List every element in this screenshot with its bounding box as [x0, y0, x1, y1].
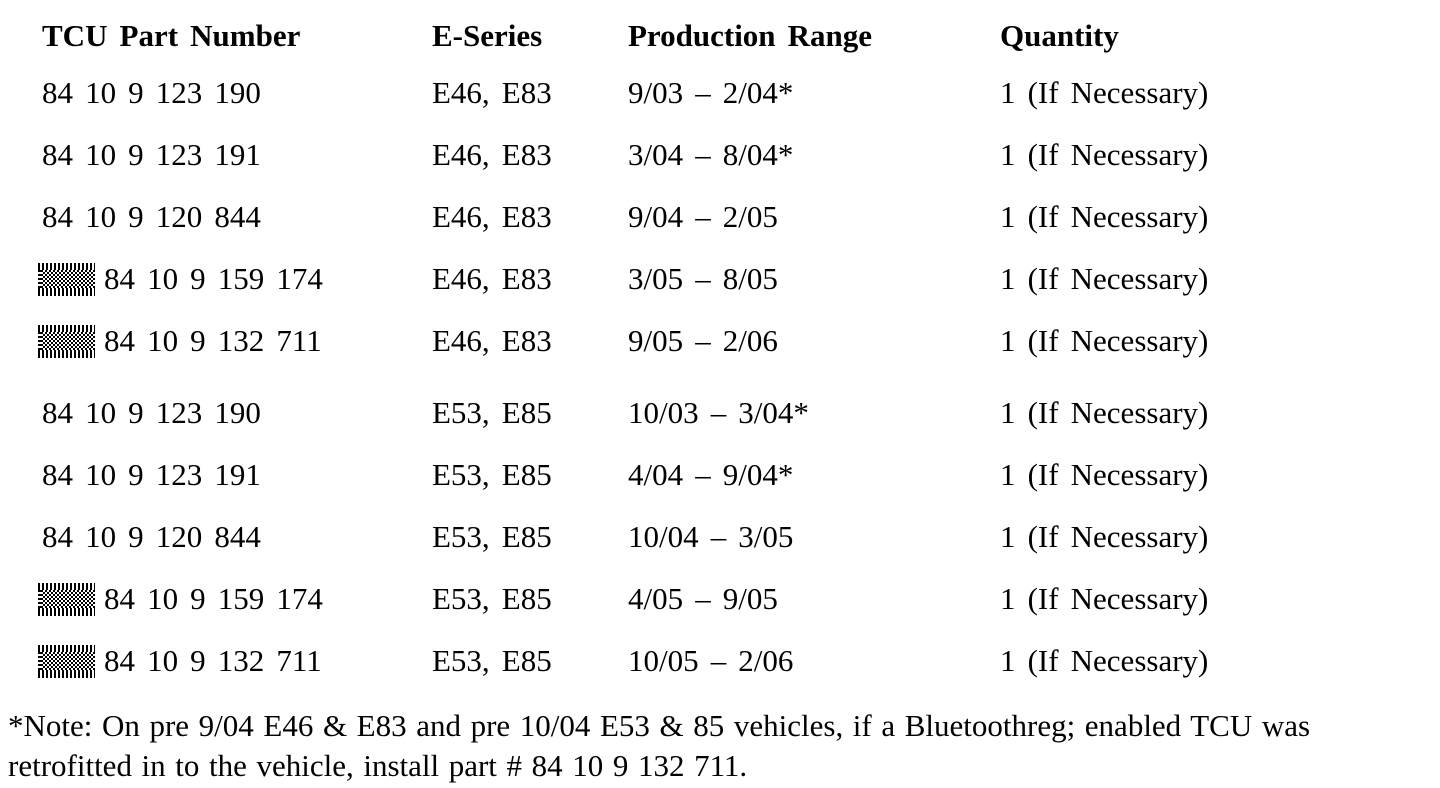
e-series-cell: E46, E83 [432, 323, 552, 358]
e-series-cell: E46, E83 [432, 261, 552, 296]
e-series-cell: E53, E85 [432, 581, 552, 616]
table-row: 84 10 9 123 190 E53, E85 10/03 – 3/04* 1… [0, 382, 1440, 444]
part-number-cell: 84 10 9 120 844 [42, 199, 432, 235]
quantity-cell: 1 (If Necessary) [1000, 457, 1209, 492]
highlight-marker-icon [38, 582, 95, 616]
table-row: 84 10 9 159 174 E53, E85 4/05 – 9/05 1 (… [0, 568, 1440, 630]
part-number-cell: 84 10 9 123 190 [42, 395, 432, 431]
production-range-cell: 9/04 – 2/05 [628, 199, 778, 234]
table-row: 84 10 9 123 191 E53, E85 4/04 – 9/04* 1 … [0, 444, 1440, 506]
table-body: 84 10 9 123 190 E46, E83 9/03 – 2/04* 1 … [0, 62, 1440, 692]
quantity-cell: 1 (If Necessary) [1000, 395, 1209, 430]
part-number: 84 10 9 159 174 [104, 581, 323, 616]
quantity-cell: 1 (If Necessary) [1000, 261, 1209, 296]
production-range-cell: 4/04 – 9/04* [628, 457, 794, 492]
part-number: 84 10 9 123 191 [42, 457, 261, 492]
production-range-cell: 9/05 – 2/06 [628, 323, 778, 358]
part-number: 84 10 9 132 711 [104, 643, 322, 678]
part-number: 84 10 9 123 190 [42, 395, 261, 430]
production-range-cell: 3/04 – 8/04* [628, 137, 794, 172]
column-header-e-series: E-Series [432, 18, 543, 53]
e-series-cell: E46, E83 [432, 75, 552, 110]
e-series-cell: E53, E85 [432, 457, 552, 492]
table-row: 84 10 9 159 174 E46, E83 3/05 – 8/05 1 (… [0, 248, 1440, 310]
part-number-cell: 84 10 9 159 174 [38, 261, 432, 297]
column-header-production-range: Production Range [628, 18, 873, 53]
quantity-cell: 1 (If Necessary) [1000, 581, 1209, 616]
column-header-part-number: TCU Part Number [42, 18, 301, 53]
table-row: 84 10 9 123 191 E46, E83 3/04 – 8/04* 1 … [0, 124, 1440, 186]
production-range-cell: 10/03 – 3/04* [628, 395, 809, 430]
highlight-marker-icon [38, 324, 95, 358]
production-range-cell: 10/05 – 2/06 [628, 643, 794, 678]
part-number-cell: 84 10 9 132 711 [38, 323, 432, 359]
column-header-quantity: Quantity [1000, 18, 1119, 53]
quantity-cell: 1 (If Necessary) [1000, 137, 1209, 172]
quantity-cell: 1 (If Necessary) [1000, 75, 1209, 110]
part-number: 84 10 9 120 844 [42, 199, 261, 234]
part-number: 84 10 9 120 844 [42, 519, 261, 554]
part-number: 84 10 9 123 190 [42, 75, 261, 110]
production-range-cell: 3/05 – 8/05 [628, 261, 778, 296]
part-number: 84 10 9 159 174 [104, 261, 323, 296]
part-number-cell: 84 10 9 123 191 [42, 457, 432, 493]
part-number-cell: 84 10 9 120 844 [42, 519, 432, 555]
e-series-cell: E53, E85 [432, 643, 552, 678]
footnote: *Note: On pre 9/04 E46 & E83 and pre 10/… [8, 708, 1311, 783]
quantity-cell: 1 (If Necessary) [1000, 199, 1209, 234]
quantity-cell: 1 (If Necessary) [1000, 643, 1209, 678]
quantity-cell: 1 (If Necessary) [1000, 323, 1209, 358]
e-series-cell: E46, E83 [432, 199, 552, 234]
part-number-cell: 84 10 9 123 191 [42, 137, 432, 173]
part-number-cell: 84 10 9 123 190 [42, 75, 432, 111]
table-row: 84 10 9 120 844 E46, E83 9/04 – 2/05 1 (… [0, 186, 1440, 248]
e-series-cell: E53, E85 [432, 519, 552, 554]
production-range-cell: 4/05 – 9/05 [628, 581, 778, 616]
e-series-cell: E53, E85 [432, 395, 552, 430]
part-number-cell: 84 10 9 159 174 [38, 581, 432, 617]
table-row: 84 10 9 132 711 E53, E85 10/05 – 2/06 1 … [0, 630, 1440, 692]
part-number-cell: 84 10 9 132 711 [38, 643, 432, 679]
table-row: 84 10 9 123 190 E46, E83 9/03 – 2/04* 1 … [0, 62, 1440, 124]
production-range-cell: 10/04 – 3/05 [628, 519, 794, 554]
e-series-cell: E46, E83 [432, 137, 552, 172]
table-header-row: TCU Part Number E-Series Production Rang… [0, 10, 1440, 62]
production-range-cell: 9/03 – 2/04* [628, 75, 794, 110]
part-number: 84 10 9 123 191 [42, 137, 261, 172]
table-row: 84 10 9 120 844 E53, E85 10/04 – 3/05 1 … [0, 506, 1440, 568]
table-row: 84 10 9 132 711 E46, E83 9/05 – 2/06 1 (… [0, 310, 1440, 372]
highlight-marker-icon [38, 262, 95, 296]
tcu-parts-table: TCU Part Number E-Series Production Rang… [0, 10, 1440, 692]
highlight-marker-icon [38, 644, 95, 678]
part-number: 84 10 9 132 711 [104, 323, 322, 358]
quantity-cell: 1 (If Necessary) [1000, 519, 1209, 554]
